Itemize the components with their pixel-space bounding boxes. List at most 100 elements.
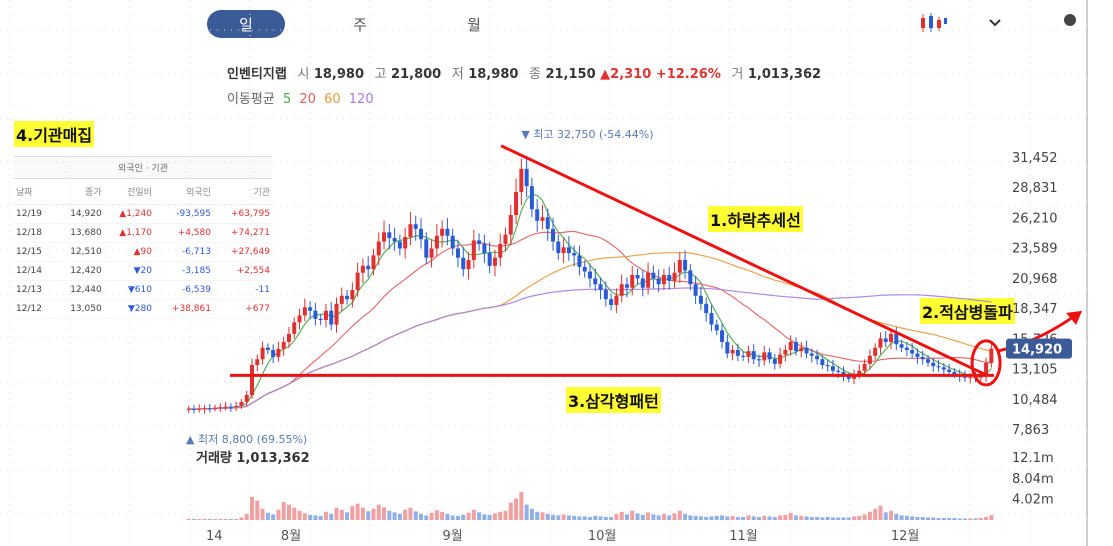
candle-body bbox=[318, 318, 323, 320]
ma-60[interactable]: 60 bbox=[324, 92, 341, 107]
volume-bar bbox=[265, 512, 270, 520]
candlestick-icon[interactable] bbox=[918, 12, 948, 34]
candle bbox=[191, 405, 196, 414]
candle-body bbox=[725, 341, 730, 354]
volume-bar bbox=[566, 515, 571, 520]
volume-bar bbox=[609, 516, 614, 520]
tab-daily[interactable]: 일 bbox=[207, 10, 285, 38]
candle-body bbox=[434, 235, 439, 249]
cell-change: ▲1,170 bbox=[103, 223, 154, 243]
volume-tick-label: 12.1m bbox=[1012, 451, 1054, 466]
candle bbox=[593, 268, 598, 292]
chevron-down-icon[interactable] bbox=[988, 18, 1002, 28]
panel-divider bbox=[1086, 0, 1088, 546]
institutional-table-title: 외국인 · 기관 bbox=[14, 156, 272, 179]
candle-body bbox=[191, 408, 196, 410]
tab-monthly[interactable]: 월 bbox=[467, 15, 481, 34]
price-tick-label: 26,210 bbox=[1012, 211, 1058, 226]
candle bbox=[677, 252, 682, 283]
volume-bar bbox=[403, 509, 408, 520]
open-value: 18,980 bbox=[313, 67, 365, 82]
candle-body bbox=[883, 338, 888, 342]
volume-bar bbox=[271, 514, 276, 520]
candle bbox=[329, 302, 334, 331]
candle bbox=[408, 212, 413, 246]
volume-bar bbox=[255, 500, 260, 520]
cell-inst: +63,795 bbox=[212, 204, 272, 224]
candle bbox=[830, 359, 835, 376]
candle bbox=[772, 353, 777, 370]
candle bbox=[529, 177, 534, 218]
cell-foreign: +4,580 bbox=[153, 223, 213, 243]
ma-20[interactable]: 20 bbox=[299, 92, 316, 107]
volume-bar bbox=[962, 518, 967, 520]
candle-body bbox=[815, 355, 820, 360]
candle-body bbox=[830, 366, 835, 371]
cell-close: 13,680 bbox=[55, 223, 104, 243]
candle-body bbox=[783, 350, 788, 355]
candle-body bbox=[952, 371, 957, 375]
candle-body bbox=[498, 243, 503, 258]
volume-bar bbox=[556, 515, 561, 520]
volume-bar bbox=[350, 506, 355, 520]
candle-body bbox=[989, 348, 994, 363]
candle-body bbox=[371, 255, 376, 270]
close-label: 종 bbox=[528, 67, 541, 82]
candle bbox=[524, 155, 529, 198]
candle bbox=[989, 341, 994, 368]
candle bbox=[424, 232, 429, 265]
volume-bar bbox=[382, 507, 387, 520]
ma-label: 이동평균 bbox=[227, 92, 275, 107]
candle-body bbox=[704, 303, 709, 314]
tab-weekly[interactable]: 주 bbox=[353, 15, 367, 34]
volume-bar bbox=[360, 507, 365, 520]
volume-bar bbox=[931, 517, 936, 520]
volume-bar bbox=[487, 514, 492, 520]
volume-bar bbox=[524, 504, 529, 520]
volume-bar bbox=[514, 498, 519, 520]
volume-bar bbox=[878, 505, 883, 520]
candle-body bbox=[772, 359, 777, 364]
volume-bar bbox=[593, 515, 598, 520]
volume-tick-label: 4.02m bbox=[1012, 492, 1054, 507]
volume-bar bbox=[825, 516, 830, 520]
volume-bar bbox=[714, 515, 719, 520]
volume-bar bbox=[852, 516, 857, 520]
volume-bar bbox=[202, 518, 207, 520]
volume-bar bbox=[693, 515, 698, 520]
ma-5[interactable]: 5 bbox=[282, 92, 292, 107]
volume-bar bbox=[799, 515, 804, 520]
candle-body bbox=[345, 295, 350, 300]
candle-body bbox=[984, 362, 989, 377]
candle-body bbox=[603, 290, 608, 300]
volume-bar bbox=[371, 508, 376, 520]
candle-body bbox=[482, 243, 487, 254]
volume-bar bbox=[355, 503, 360, 520]
candle-body bbox=[947, 369, 952, 372]
volume-bar bbox=[688, 515, 693, 520]
candle-body bbox=[925, 359, 930, 363]
candle bbox=[815, 349, 820, 365]
volume-bar bbox=[830, 517, 835, 520]
candle-body bbox=[202, 408, 207, 410]
candle-body bbox=[698, 295, 703, 304]
volume-bar bbox=[392, 512, 397, 520]
price-tick-label: 13,105 bbox=[1012, 363, 1058, 378]
price-tick-label: 20,968 bbox=[1012, 272, 1058, 287]
volume-bar bbox=[947, 517, 952, 520]
candle-body bbox=[762, 352, 767, 361]
annotation-downtrend: 1.하락추세선 bbox=[708, 206, 803, 232]
ma-120[interactable]: 120 bbox=[348, 92, 374, 107]
volume-bar bbox=[191, 518, 196, 520]
volume-bar bbox=[793, 515, 798, 520]
candle bbox=[371, 248, 376, 276]
candle-body bbox=[640, 278, 645, 288]
candle-body bbox=[873, 347, 878, 356]
candle bbox=[672, 262, 677, 288]
panel-handle[interactable] bbox=[1064, 14, 1076, 26]
candle-body bbox=[624, 284, 629, 288]
candle bbox=[915, 348, 920, 364]
candle-body bbox=[825, 365, 830, 367]
candle bbox=[698, 286, 703, 311]
candle-body bbox=[809, 353, 814, 356]
